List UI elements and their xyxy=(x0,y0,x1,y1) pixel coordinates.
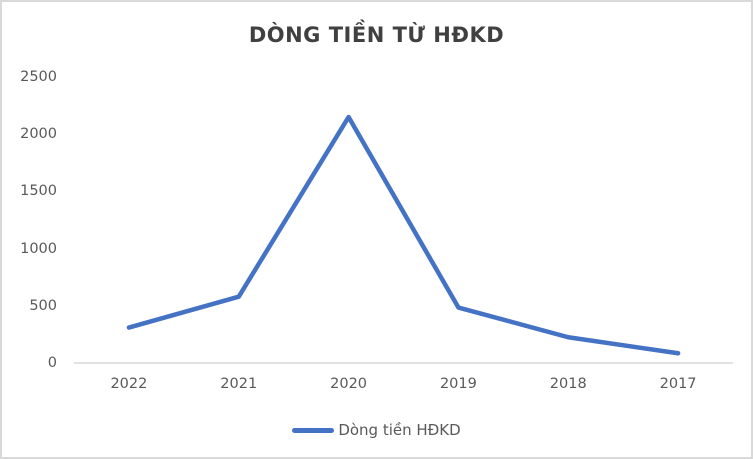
y-tick-label: 1000 xyxy=(20,240,57,257)
y-tick-label: 500 xyxy=(29,297,57,314)
x-tick-label: 2020 xyxy=(330,376,368,392)
y-tick-label: 1500 xyxy=(20,183,57,200)
x-tick-label: 2021 xyxy=(220,376,258,392)
legend: Dòng tiền HĐKD xyxy=(2,421,751,439)
chart-title: DÒNG TIỀN TỪ HĐKD xyxy=(248,23,505,47)
x-tick-label: 2022 xyxy=(110,376,148,392)
series-line xyxy=(126,114,681,356)
y-tick-label: 2500 xyxy=(20,69,57,85)
y-tick-label: 0 xyxy=(47,355,57,371)
y-tick-label: 2000 xyxy=(20,126,57,143)
x-tick-label: 2018 xyxy=(549,376,587,392)
x-tick-label: 2017 xyxy=(659,376,697,392)
x-tick-label: 2019 xyxy=(439,376,477,392)
legend-line-marker-icon xyxy=(292,427,335,433)
legend-series-label: Dòng tiền HĐKD xyxy=(338,421,461,439)
